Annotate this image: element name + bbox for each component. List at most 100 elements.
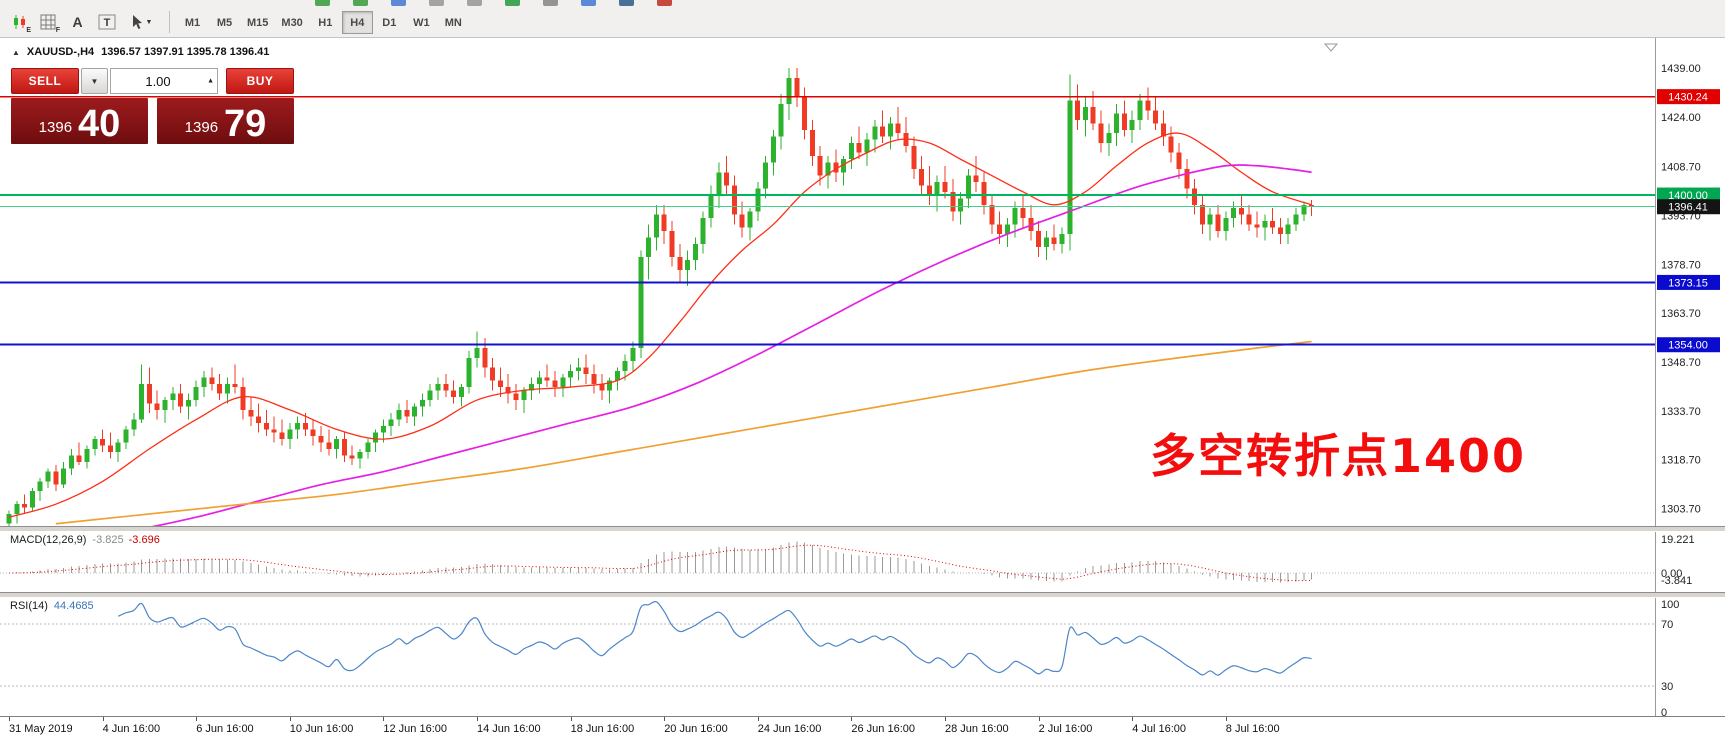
- macd-header: MACD(12,26,9) -3.825 -3.696: [10, 534, 160, 546]
- price-tick-label: 1303.70: [1661, 503, 1701, 515]
- chart-shift-marker[interactable]: [1323, 43, 1339, 52]
- sell-quote[interactable]: 1396 40: [11, 98, 148, 144]
- buy-button[interactable]: BUY: [226, 68, 294, 94]
- panel-splitter[interactable]: [0, 526, 1725, 532]
- time-tick: [851, 717, 853, 721]
- time-label: 18 Jun 16:00: [570, 723, 635, 735]
- price-tick-label: 1348.70: [1661, 357, 1701, 369]
- clipped-toolbar-icon[interactable]: [505, 0, 520, 6]
- text-box-glyph: T: [98, 14, 115, 30]
- buy-quote[interactable]: 1396 79: [157, 98, 294, 144]
- chevron-down-icon: ▼: [145, 18, 153, 26]
- macd-axis-label: 0.00: [1661, 568, 1682, 580]
- clipped-toolbar-icon[interactable]: [353, 0, 368, 6]
- time-label: 14 Jun 16:00: [477, 723, 541, 735]
- price-badge: [1657, 89, 1720, 105]
- main-plot: [0, 68, 1655, 526]
- time-label: 4 Jun 16:00: [102, 723, 161, 735]
- clipped-toolbar-icon[interactable]: [429, 0, 444, 6]
- price-badge-label: 1354.00: [1668, 340, 1708, 352]
- cursor-glyph: [132, 15, 142, 29]
- volume-input[interactable]: [111, 69, 217, 93]
- time-label: 26 Jun 16:00: [851, 723, 916, 735]
- text-label-icon[interactable]: A: [72, 14, 83, 30]
- timeframe-button-W1[interactable]: W1: [413, 16, 430, 29]
- time-axis[interactable]: 31 May 2019 4 Jun 16:00 6 Jun 16:00 10 Jun …: [0, 716, 1725, 744]
- price-badge-label: 1430.24: [1668, 92, 1708, 104]
- timeframe-button-M5[interactable]: M5: [216, 16, 233, 29]
- clipped-toolbar-icons: [0, 0, 1725, 7]
- time-label: 6 Jun 16:00: [196, 723, 254, 735]
- sell-quote-main: 1396: [38, 119, 73, 136]
- ma-slow-line: [55, 340, 1312, 525]
- clipped-toolbar-icon[interactable]: [543, 0, 558, 6]
- time-tick: [383, 717, 385, 721]
- macd-histogram: [16, 541, 1313, 583]
- time-label: 10 Jun 16:00: [289, 723, 354, 735]
- rsi-axis-label: 70: [1661, 619, 1673, 631]
- chart-text-annotation[interactable]: 多空转折点1400: [1150, 429, 1527, 483]
- time-tick: [945, 717, 946, 721]
- text-box-icon[interactable]: T: [93, 10, 120, 34]
- svg-text:T: T: [103, 17, 110, 29]
- timeframe-button-M1[interactable]: M1: [184, 16, 201, 29]
- clipped-toolbar-icon[interactable]: [315, 0, 330, 6]
- timeframe-button-M30[interactable]: M30: [281, 16, 303, 29]
- time-tick: [9, 717, 10, 721]
- time-tick: [289, 717, 291, 721]
- timeframe-button-M15[interactable]: M15: [247, 16, 269, 29]
- time-tick: [1038, 717, 1040, 721]
- time-label: 8 Jul 16:00: [1225, 723, 1280, 735]
- price-tick-label: 1363.70: [1661, 308, 1701, 320]
- timeframe-button-D1[interactable]: D1: [382, 16, 397, 29]
- time-tick: [757, 717, 759, 721]
- rsi-canvas[interactable]: 100 70 30 0: [0, 598, 1725, 716]
- time-label: 31 May 2019: [9, 723, 73, 735]
- sub-letter-f: F: [55, 27, 60, 34]
- volume-up-arrow[interactable]: ▲: [207, 77, 214, 85]
- price-tick-label: 1333.70: [1661, 406, 1701, 418]
- time-label: 24 Jun 16:00: [757, 723, 822, 735]
- ohlc-values: 1396.57 1397.91 1395.78 1396.41: [101, 46, 270, 58]
- rsi-axis-label: 100: [1661, 599, 1679, 611]
- price-badge: [1657, 274, 1720, 290]
- rsi-line: [117, 600, 1312, 676]
- clipped-toolbar-icon[interactable]: [619, 0, 634, 6]
- macd-canvas[interactable]: 19.221 0.00-3.841: [0, 532, 1725, 592]
- buy-quote-main: 1396: [184, 119, 219, 136]
- clipped-toolbar-icon[interactable]: [391, 0, 406, 6]
- grid-icon[interactable]: F: [35, 10, 62, 34]
- volume-dropdown-button[interactable]: ▼: [81, 68, 108, 94]
- time-tick: [477, 717, 478, 721]
- main-chart-canvas[interactable]: 1439.001424.001408.701393.701378.701363.…: [0, 38, 1725, 526]
- sell-button[interactable]: SELL: [11, 68, 79, 94]
- timeframe-button-MN[interactable]: MN: [444, 16, 462, 29]
- timeframe-button-H1[interactable]: H1: [318, 16, 333, 29]
- sell-quote-pips: 40: [78, 102, 121, 145]
- rsi-value: 44.4685: [53, 600, 94, 612]
- time-tick: [196, 717, 198, 721]
- time-tick: [1132, 717, 1134, 721]
- sub-letter-e: E: [26, 27, 31, 34]
- price-tick-label: 1408.70: [1661, 162, 1701, 174]
- macd-value-main: -3.825: [92, 534, 124, 546]
- time-tick: [664, 717, 666, 721]
- macd-axis-label: -3.841: [1661, 575, 1692, 587]
- macd-name: MACD(12,26,9): [10, 534, 87, 546]
- ohlc-toggle-icon[interactable]: ▲: [12, 47, 20, 57]
- timeframe-button-H4[interactable]: H4: [341, 11, 373, 34]
- clipped-toolbar-icon[interactable]: [657, 0, 672, 6]
- candlestick-chart-icon[interactable]: E: [6, 10, 33, 34]
- macd-axis-label: 19.221: [1661, 534, 1695, 546]
- clipped-toolbar-icon[interactable]: [581, 0, 596, 6]
- panel-splitter[interactable]: [0, 592, 1725, 598]
- time-tick: [570, 717, 572, 721]
- price-badge: [1657, 337, 1720, 353]
- price-badge-label: 1373.15: [1668, 277, 1708, 289]
- time-tick: [102, 717, 104, 721]
- cursor-tool-icon[interactable]: ▼: [122, 10, 160, 34]
- price-badge: [1657, 199, 1720, 215]
- price-badge-label: 1396.41: [1668, 202, 1708, 214]
- clipped-toolbar-icon[interactable]: [467, 0, 482, 6]
